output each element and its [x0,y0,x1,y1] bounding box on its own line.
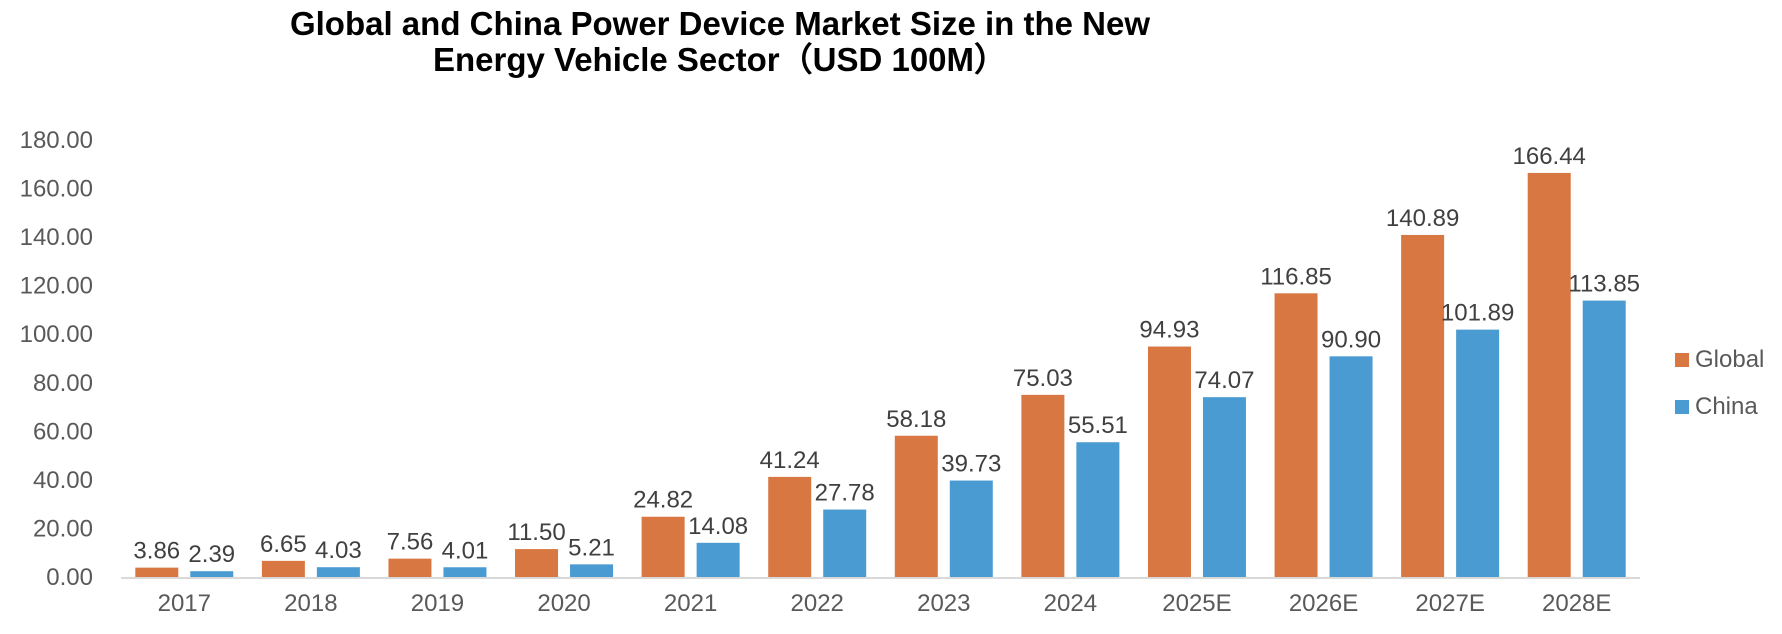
legend-swatch-china [1675,399,1689,414]
data-label-global-2026E: 116.85 [1260,263,1332,290]
data-label-china-2022: 27.78 [815,480,875,507]
bar-global-2023 [894,435,938,577]
y-tick-label: 20.00 [33,515,93,542]
data-label-china-2026E: 90.90 [1321,326,1381,353]
bar-global-2017 [135,567,179,577]
bar-global-2021 [641,516,685,577]
legend-item-global: Global [1675,336,1764,383]
x-tick-label: 2018 [284,590,337,617]
data-label-china-2018: 4.03 [315,537,362,564]
bar-global-2018 [261,560,305,577]
bar-china-2027E [1456,329,1500,577]
y-tick-label: 100.00 [20,321,93,348]
bar-global-2022 [768,476,812,577]
bar-global-2028E [1527,172,1571,578]
data-label-china-2024: 55.51 [1068,412,1128,439]
data-label-china-2021: 14.08 [688,513,748,540]
bar-global-2025E [1147,346,1191,577]
y-tick-label: 140.00 [20,224,93,251]
bar-global-2026E [1274,293,1318,577]
data-label-global-2024: 75.03 [1013,365,1073,392]
chart-title: Global and China Power Device Market Siz… [0,6,1440,78]
y-tick-label: 180.00 [20,127,93,154]
data-label-global-2025E: 94.93 [1139,317,1199,344]
bar-china-2017 [190,571,234,577]
x-tick-label: 2024 [1044,590,1097,617]
x-tick-label: 2021 [664,590,717,617]
legend-label-china: China [1695,392,1758,420]
bar-china-2026E [1329,356,1373,577]
bar-china-2025E [1202,397,1246,577]
bar-china-2022 [823,509,867,577]
data-label-china-2023: 39.73 [941,451,1001,478]
data-label-global-2022: 41.24 [760,447,820,474]
x-tick-label: 2027E [1415,590,1484,617]
bar-global-2020 [515,549,559,577]
x-tick-label: 2023 [917,590,970,617]
bar-china-2019 [443,567,487,577]
data-label-global-2023: 58.18 [886,406,946,433]
bar-china-2021 [696,542,740,577]
y-tick-label: 120.00 [20,273,93,300]
data-label-china-2028E: 113.85 [1568,271,1640,298]
data-label-china-2020: 5.21 [568,534,615,561]
data-label-china-2019: 4.01 [442,537,489,564]
bar-china-2020 [570,564,614,577]
data-label-global-2027E: 140.89 [1386,205,1459,232]
data-label-global-2021: 24.82 [633,487,693,514]
data-label-global-2018: 6.65 [260,531,307,558]
data-label-china-2017: 2.39 [188,541,235,568]
x-tick-label: 2020 [537,590,590,617]
x-tick-label: 2025E [1162,590,1231,617]
chart-title-line-1: Global and China Power Device Market Siz… [289,5,1151,42]
data-label-global-2017: 3.86 [133,538,180,565]
legend-swatch-global [1675,352,1689,367]
y-tick-label: 160.00 [20,176,93,203]
x-tick-label: 2022 [791,590,844,617]
bar-china-2018 [316,567,360,577]
bar-china-2023 [949,480,993,577]
x-tick-label: 2019 [411,590,464,617]
bar-global-2024 [1021,394,1065,577]
bar-china-2024 [1076,442,1120,577]
legend-label-global: Global [1695,345,1765,373]
data-label-china-2027E: 101.89 [1441,300,1514,327]
y-tick-label: 60.00 [33,418,93,445]
bar-china-2028E [1582,300,1626,577]
x-tick-label: 2026E [1289,590,1358,617]
legend: Global China [1675,336,1764,430]
data-label-global-2028E: 166.44 [1513,143,1586,170]
y-tick-label: 40.00 [33,467,93,494]
bar-global-2027E [1401,234,1445,578]
y-tick-label: 80.00 [33,370,93,397]
data-label-global-2019: 7.56 [387,529,434,556]
x-tick-label: 2017 [158,590,211,617]
y-tick-label: 0.00 [46,564,93,591]
x-tick-label: 2028E [1542,590,1611,617]
bar-global-2019 [388,558,432,577]
legend-item-china: China [1675,383,1764,430]
data-label-china-2025E: 74.07 [1194,367,1254,394]
data-label-global-2020: 11.50 [507,519,565,546]
chart-title-line-2: Energy Vehicle Sector（USD 100M） [432,41,1008,78]
